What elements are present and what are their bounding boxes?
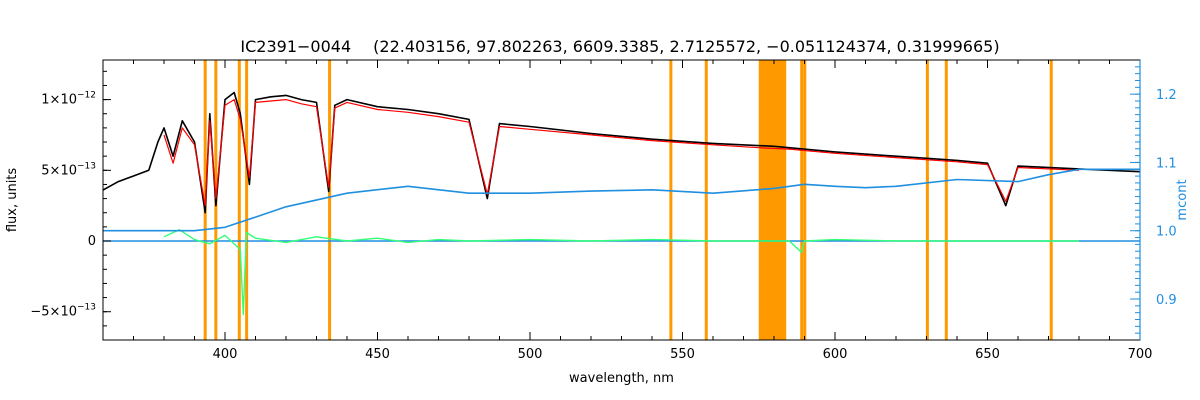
model-flux-line: [163, 98, 1080, 207]
y-right-tick-label: 0.9: [1156, 293, 1177, 308]
masked-regions: [203, 60, 1053, 340]
x-tick-label: 500: [518, 347, 543, 362]
y-tick-label: 1×10−12: [41, 91, 96, 108]
x-tick-label: 600: [823, 347, 848, 362]
y-right-tick-label: 1.1: [1156, 156, 1177, 171]
chart-title-object: IC2391−0044: [240, 37, 351, 56]
y-right-tick-label: 1.2: [1156, 88, 1177, 103]
x-tick-label: 450: [365, 347, 390, 362]
y-tick-label: 0: [88, 234, 96, 249]
x-tick-label: 550: [670, 347, 695, 362]
chart-title: IC2391−0044 (22.403156, 97.802263, 6609.3…: [240, 37, 999, 56]
y-axis-left: −5×10−13 0 5×10−13 1×10−12: [30, 70, 111, 327]
y-axis-right: 0.9 1.0 1.1 1.2: [1130, 60, 1177, 340]
y-tick-label: 5×10−13: [41, 161, 96, 178]
y-tick-label: −5×10−13: [30, 303, 96, 320]
x-tick-label: 400: [213, 347, 238, 362]
masked-region-9: [803, 60, 807, 340]
x-axis: 400 450 500 550 600 650 700: [133, 60, 1153, 362]
chart-title-parameters: (22.403156, 97.802263, 6609.3385, 2.7125…: [373, 37, 999, 56]
masked-region-6: [704, 60, 708, 340]
masked-region-5: [669, 60, 673, 340]
series-layer: [102, 91, 1141, 316]
masked-region-2: [237, 60, 241, 340]
continuum-mcont-line: [103, 168, 1140, 232]
x-tick-label: 650: [975, 347, 1000, 362]
x-tick-label: 700: [1128, 347, 1153, 362]
masked-region-8: [800, 60, 804, 340]
masked-region-12: [1049, 60, 1053, 340]
masked-region-11: [944, 60, 948, 340]
masked-region-7: [758, 60, 787, 340]
y-right-tick-label: 1.0: [1156, 225, 1177, 240]
x-axis-title: wavelength, nm: [569, 371, 674, 386]
masked-region-3: [245, 60, 249, 340]
residual-line: [163, 228, 1079, 316]
masked-region-4: [328, 60, 332, 340]
masked-region-10: [925, 60, 929, 340]
observed-flux-line: [102, 91, 1141, 214]
y-axis-right-title: mcont: [1175, 179, 1190, 220]
y-axis-title: flux, units: [5, 168, 20, 233]
